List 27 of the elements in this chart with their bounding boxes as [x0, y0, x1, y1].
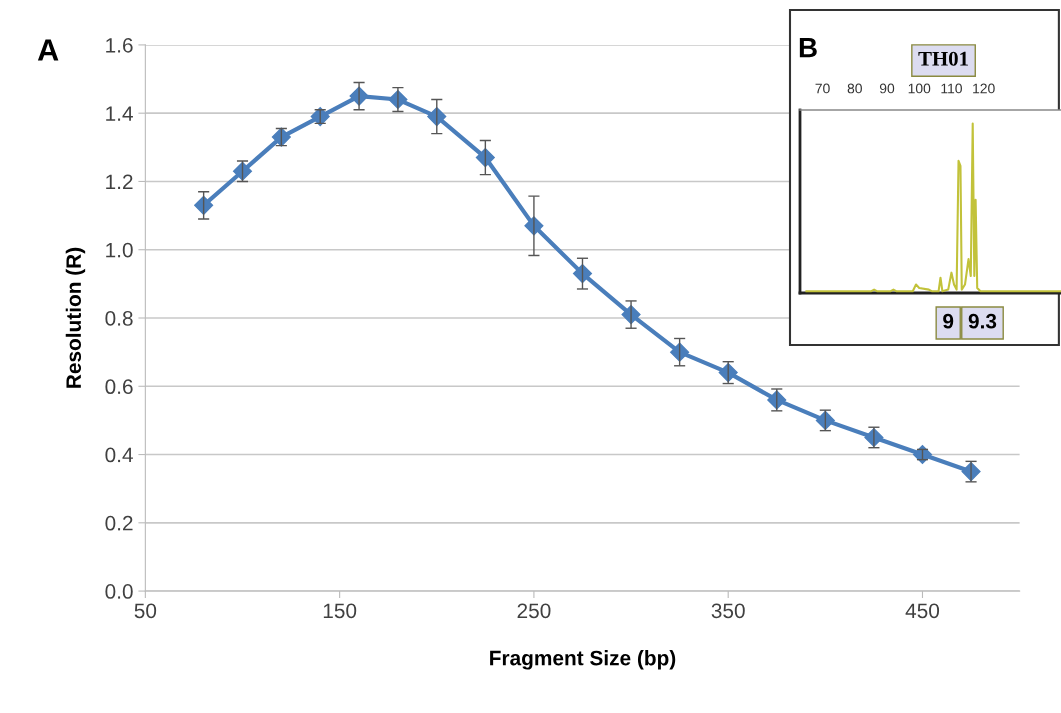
x-tick-label: 450 — [905, 603, 940, 619]
annotation: 9.3 — [968, 313, 997, 329]
y-tick-label: 0.0 — [105, 584, 133, 599]
y-tick-label: 0.8 — [105, 311, 133, 326]
y-tick-label: 1.0 — [106, 242, 133, 258]
x-tick-label: 120 — [973, 83, 995, 94]
y-tick-label: 1.2 — [106, 174, 133, 190]
x-tick-label: 350 — [711, 603, 745, 619]
y-axis-title: Resolution (R) — [65, 247, 86, 388]
y-tick-label: 1.4 — [106, 106, 133, 121]
text: A — [37, 39, 59, 61]
x-tick-label: 110 — [941, 83, 962, 94]
x-tick-label: 90 — [879, 83, 895, 94]
y-tick-label: 1.6 — [106, 37, 133, 53]
x-axis-title: Fragment Size (bp) — [490, 650, 676, 670]
annotation: B — [799, 38, 817, 58]
y-tick-label: 0.2 — [105, 515, 133, 531]
x-tick-label: 150 — [323, 603, 357, 619]
x-tick-label: 80 — [847, 83, 862, 94]
y-tick-label: 0.4 — [105, 447, 133, 463]
x-tick-label: 50 — [134, 603, 157, 619]
chart-title: TH01 — [918, 51, 968, 66]
x-tick-label: 100 — [908, 83, 931, 94]
y-tick-label: 0.6 — [105, 379, 133, 395]
x-tick-label: 70 — [815, 83, 830, 94]
x-tick-label: 250 — [517, 603, 551, 619]
annotation: 9 — [943, 313, 954, 329]
